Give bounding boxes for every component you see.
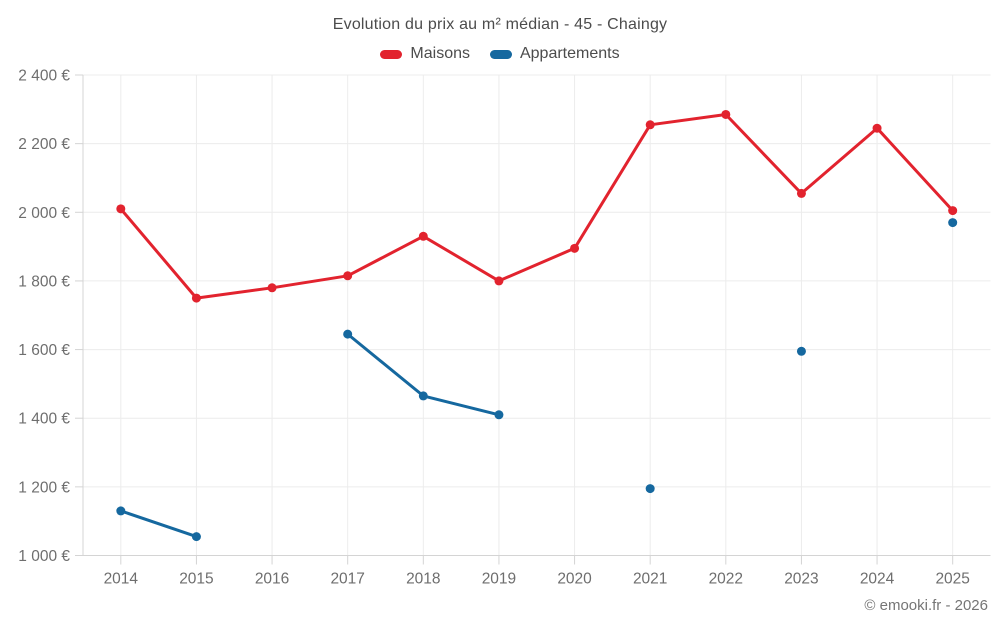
series-line-appartements	[121, 223, 953, 537]
data-point-appartements-2017[interactable]	[343, 329, 353, 339]
data-point-maisons-2020[interactable]	[570, 243, 580, 253]
data-point-maisons-2014[interactable]	[116, 204, 126, 214]
x-tick-label: 2022	[709, 571, 743, 588]
x-tick-label: 2016	[255, 571, 289, 588]
legend-swatch-maisons	[380, 49, 403, 59]
data-point-maisons-2018[interactable]	[418, 231, 428, 241]
x-tick-label: 2020	[557, 571, 592, 588]
data-point-appartements-2023[interactable]	[796, 346, 806, 356]
x-tick-label: 2024	[860, 571, 895, 588]
data-point-appartements-2021[interactable]	[645, 484, 655, 494]
legend-label-maisons: Maisons	[410, 45, 470, 62]
data-point-maisons-2025[interactable]	[948, 206, 958, 216]
legend-item-maisons[interactable]: Maisons	[380, 45, 470, 63]
legend: Maisons Appartements	[0, 45, 1000, 63]
data-point-maisons-2022[interactable]	[721, 109, 731, 119]
data-point-appartements-2018[interactable]	[418, 391, 428, 401]
data-point-appartements-2019[interactable]	[494, 410, 504, 420]
y-tick-label: 1 600 €	[18, 342, 70, 359]
x-tick-label: 2023	[784, 571, 818, 588]
x-tick-label: 2019	[482, 571, 516, 588]
x-tick-label: 2021	[633, 571, 667, 588]
y-tick-label: 1 800 €	[18, 273, 70, 290]
data-point-appartements-2015[interactable]	[191, 532, 201, 542]
chart-title: Evolution du prix au m² médian - 45 - Ch…	[332, 16, 668, 33]
data-point-maisons-2017[interactable]	[343, 271, 353, 281]
data-point-maisons-2024[interactable]	[872, 123, 882, 133]
legend-label-appartements: Appartements	[519, 45, 620, 62]
x-tick-label: 2017	[330, 571, 364, 588]
x-tick-label: 2015	[179, 571, 213, 588]
y-tick-label: 2 000 €	[18, 205, 70, 222]
x-tick-label: 2025	[935, 571, 969, 588]
data-point-maisons-2023[interactable]	[796, 188, 806, 198]
series-line-maisons	[119, 113, 955, 300]
data-point-maisons-2016[interactable]	[267, 283, 277, 293]
y-tick-label: 1 000 €	[18, 548, 70, 565]
y-tick-label: 1 400 €	[18, 411, 70, 428]
y-tick-label: 2 400 €	[18, 68, 70, 85]
data-point-maisons-2015[interactable]	[191, 293, 201, 303]
legend-item-appartements[interactable]: Appartements	[489, 45, 620, 63]
x-tick-label: 2014	[104, 571, 139, 588]
data-point-maisons-2021[interactable]	[645, 120, 655, 130]
x-tick-label: 2018	[406, 571, 440, 588]
data-point-maisons-2019[interactable]	[494, 276, 504, 286]
data-point-appartements-2025[interactable]	[948, 218, 958, 228]
attribution: © emooki.fr - 2026	[864, 597, 988, 614]
data-point-appartements-2014[interactable]	[116, 506, 126, 516]
y-tick-label: 2 200 €	[18, 136, 70, 153]
y-tick-label: 1 200 €	[18, 479, 70, 496]
legend-swatch-appartements	[489, 49, 512, 59]
